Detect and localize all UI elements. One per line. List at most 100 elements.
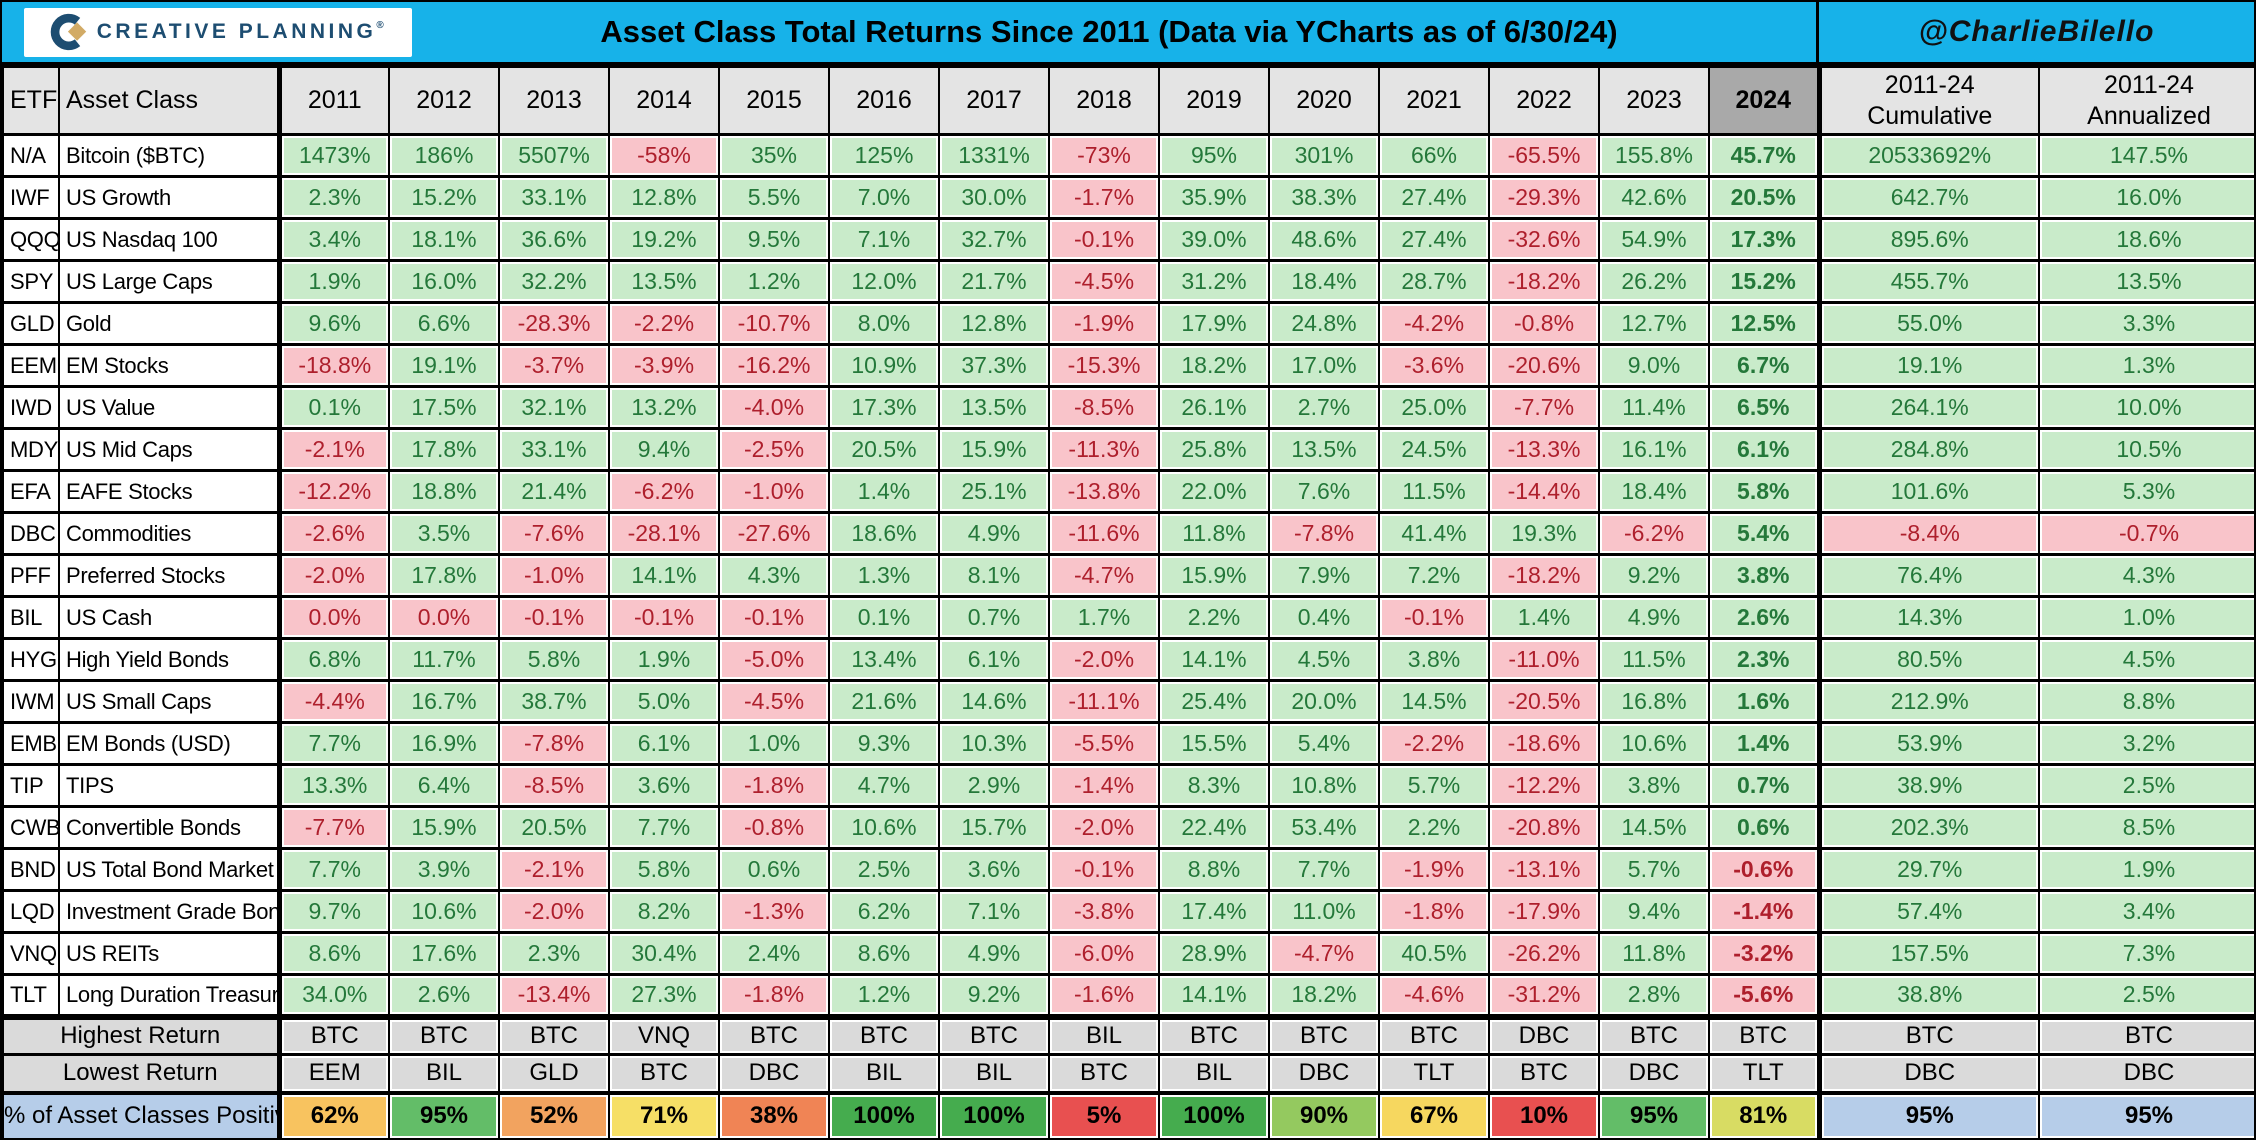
return-cell: 8.2% — [608, 889, 720, 934]
return-cell: 2.3% — [276, 175, 390, 220]
return-cell: -28.1% — [608, 511, 720, 556]
return-cell: -4.2% — [1378, 301, 1490, 346]
cumulative-cell: 212.9% — [1816, 679, 2040, 724]
return-cell: 6.1% — [1708, 427, 1820, 472]
return-cell: 15.2% — [388, 175, 500, 220]
return-cell: 11.5% — [1378, 469, 1490, 514]
return-cell: 0.6% — [718, 847, 830, 892]
return-cell: 0.4% — [1268, 595, 1380, 640]
table-row: EFA EAFE Stocks -12.2% 18.8% 21.4% -6.2% -1.0%… — [2, 469, 2254, 514]
return-cell: 2.8% — [1598, 973, 1710, 1018]
return-cell: 32.2% — [498, 259, 610, 304]
return-cell: -0.1% — [1048, 217, 1160, 262]
annualized-cell: 10.0% — [2038, 385, 2254, 430]
highest-return-row-cell: BTC — [828, 1013, 940, 1056]
return-cell: -1.8% — [718, 763, 830, 808]
table-row: GLD Gold 9.6% 6.6% -28.3% -2.2% -10.7% 8.0% 12.8… — [2, 301, 2254, 346]
return-cell: 9.4% — [1598, 889, 1710, 934]
return-cell: -4.4% — [276, 679, 390, 724]
return-cell: -1.6% — [1048, 973, 1160, 1018]
highest-return-row-cell: DBC — [1488, 1013, 1600, 1056]
return-cell: 2.6% — [388, 973, 500, 1018]
return-cell: 0.6% — [1708, 805, 1820, 850]
return-cell: 1.9% — [608, 637, 720, 682]
cumulative-cell: 38.8% — [1816, 973, 2040, 1018]
annualized-cell: 13.5% — [2038, 259, 2254, 304]
return-cell: 4.9% — [938, 931, 1050, 976]
cumulative-cell: 14.3% — [1816, 595, 2040, 640]
return-cell: -10.7% — [718, 301, 830, 346]
return-cell: 8.6% — [276, 931, 390, 976]
return-cell: 40.5% — [1378, 931, 1490, 976]
summary-header-line: Annualized — [2087, 101, 2211, 130]
asset-class-cell: Commodities — [58, 511, 280, 556]
pct-positive-row-cell: 10% — [1488, 1090, 1600, 1138]
lowest-return-row-cell: DBC — [718, 1053, 830, 1094]
return-cell: 3.8% — [1378, 637, 1490, 682]
return-cell: -2.1% — [498, 847, 610, 892]
return-cell: -4.0% — [718, 385, 830, 430]
etf-cell: PFF — [2, 553, 60, 598]
table-row: SPY US Large Caps 1.9% 16.0% 32.2% 13.5% 1.2% 1… — [2, 259, 2254, 304]
return-cell: -11.0% — [1488, 637, 1600, 682]
return-cell: 11.8% — [1158, 511, 1270, 556]
return-cell: -12.2% — [1488, 763, 1600, 808]
etf-cell: CWB — [2, 805, 60, 850]
lowest-return-row: Lowest Return EEM BIL GLD BTC DBC BIL BIL BTC BIL… — [2, 1053, 2254, 1094]
return-cell: 6.8% — [276, 637, 390, 682]
handle-section: @CharlieBilello — [1816, 2, 2254, 62]
cumulative-cell: 57.4% — [1816, 889, 2040, 934]
etf-cell: N/A — [2, 133, 60, 178]
author-handle: @CharlieBilello — [1918, 15, 2155, 48]
return-cell: -4.5% — [1048, 259, 1160, 304]
return-cell: -58% — [608, 133, 720, 178]
return-cell: 13.2% — [608, 385, 720, 430]
return-cell: 15.5% — [1158, 721, 1270, 766]
return-cell: 27.3% — [608, 973, 720, 1018]
return-cell: -0.6% — [1708, 847, 1820, 892]
etf-cell: TIP — [2, 763, 60, 808]
return-cell: -0.8% — [718, 805, 830, 850]
return-cell: 26.1% — [1158, 385, 1270, 430]
header-row: ETF Asset Class 2011 2012 2013 2014 2015 2016 20… — [2, 65, 2254, 136]
return-cell: 1.2% — [718, 259, 830, 304]
table-row: CWB Convertible Bonds -7.7% 15.9% 20.5% 7.7% -… — [2, 805, 2254, 850]
table-row: MDY US Mid Caps -2.1% 17.8% 33.1% 9.4% -2.5% 20… — [2, 427, 2254, 472]
return-cell: -2.0% — [276, 553, 390, 598]
return-cell: -1.9% — [1378, 847, 1490, 892]
col-header-year: 2015 — [718, 65, 830, 136]
return-cell: -2.0% — [1048, 637, 1160, 682]
return-cell: -3.6% — [1378, 343, 1490, 388]
return-cell: 7.9% — [1268, 553, 1380, 598]
return-cell: 4.5% — [1268, 637, 1380, 682]
return-cell: 27.4% — [1378, 217, 1490, 262]
return-cell: 10.9% — [828, 343, 940, 388]
cumulative-cell: 642.7% — [1816, 175, 2040, 220]
return-cell: -31.2% — [1488, 973, 1600, 1018]
return-cell: -5.6% — [1708, 973, 1820, 1018]
asset-class-cell: Investment Grade Bonds — [58, 889, 280, 934]
asset-class-cell: Preferred Stocks — [58, 553, 280, 598]
table-row: EEM EM Stocks -18.8% 19.1% -3.7% -3.9% -16.2% 1… — [2, 343, 2254, 388]
return-cell: -0.1% — [498, 595, 610, 640]
annualized-cell: 147.5% — [2038, 133, 2254, 178]
return-cell: -1.4% — [1708, 889, 1820, 934]
return-cell: 9.3% — [828, 721, 940, 766]
return-cell: -16.2% — [718, 343, 830, 388]
lowest-return-row-cell: BTC — [608, 1053, 720, 1094]
table-row: DBC Commodities -2.6% 3.5% -7.6% -28.1% -27.6%… — [2, 511, 2254, 556]
return-cell: 186% — [388, 133, 500, 178]
return-cell: -20.5% — [1488, 679, 1600, 724]
return-cell: 3.8% — [1598, 763, 1710, 808]
return-cell: 13.3% — [276, 763, 390, 808]
return-cell: 21.6% — [828, 679, 940, 724]
lowest-return-row-cell: BIL — [938, 1053, 1050, 1094]
return-cell: 301% — [1268, 133, 1380, 178]
return-cell: 9.2% — [1598, 553, 1710, 598]
return-cell: 27.4% — [1378, 175, 1490, 220]
return-cell: 36.6% — [498, 217, 610, 262]
return-cell: 1.6% — [1708, 679, 1820, 724]
return-cell: 32.1% — [498, 385, 610, 430]
return-cell: 41.4% — [1378, 511, 1490, 556]
return-cell: 0.1% — [828, 595, 940, 640]
